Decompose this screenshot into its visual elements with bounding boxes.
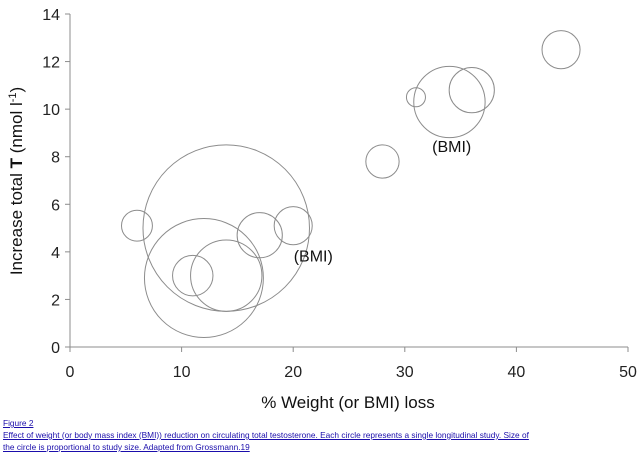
y-axis-title-prefix: Increase total	[7, 168, 26, 275]
y-tick-label: 12	[42, 55, 60, 72]
y-tick-label: 10	[42, 102, 60, 119]
bubble-chart: 0 2 4 6 8 10 12 14 0 10 20 30 40 50 (BMI) (BMI) % Weigh…	[7, 7, 637, 412]
bubble-point	[190, 239, 263, 312]
x-tick-label: 40	[508, 364, 526, 381]
x-tick-label: 50	[619, 364, 637, 381]
bubbles-layer	[120, 30, 581, 338]
x-tick-label: 20	[284, 364, 302, 381]
x-tick-label: 30	[396, 364, 414, 381]
y-axis-title: Increase total T (nmol l-1)	[7, 87, 26, 275]
y-tick-label: 8	[51, 150, 60, 167]
bmi-annotation: (BMI)	[294, 248, 333, 265]
y-tick-label: 0	[51, 340, 60, 357]
bubble-point	[448, 67, 495, 114]
y-tick-label: 14	[42, 7, 60, 24]
axes-layer	[65, 13, 629, 352]
bubble-point	[120, 209, 153, 242]
bubble-point	[541, 30, 581, 70]
chart-frame: 0 2 4 6 8 10 12 14 0 10 20 30 40 50 (BMI) (BMI) % Weigh…	[7, 7, 637, 412]
y-tick-label: 4	[51, 245, 60, 262]
x-tick-label: 10	[173, 364, 191, 381]
bmi-annotation: (BMI)	[432, 139, 471, 156]
y-tick-label: 2	[51, 292, 60, 309]
bubble-point	[142, 144, 310, 312]
y-tick-label: 6	[51, 197, 60, 214]
labels-layer: 0 2 4 6 8 10 12 14 0 10 20 30 40 50 (BMI) (BMI)	[42, 7, 637, 381]
y-axis-title-bold: T	[7, 157, 26, 168]
figure-label-link[interactable]: Figure 2	[3, 418, 34, 428]
bubble-point	[405, 87, 426, 108]
caption-line-2[interactable]: the circle is proportional to study size…	[3, 442, 250, 452]
bubble-point	[365, 144, 400, 179]
figure-caption: Figure 2 Effect of weight (or body mass …	[3, 417, 638, 453]
y-axis-title-suffix: (nmol l	[7, 102, 26, 158]
bubble-point	[413, 65, 486, 139]
bubble-point	[273, 206, 313, 246]
bubble-point	[143, 218, 264, 338]
y-axis-title-sup: -1	[7, 92, 19, 102]
bubble-point	[236, 212, 283, 259]
bubble-point	[172, 254, 214, 297]
y-axis-title-end: )	[7, 87, 26, 93]
x-axis-title: % Weight (or BMI) loss	[261, 393, 435, 412]
caption-line-1[interactable]: Effect of weight (or body mass index (BM…	[3, 430, 529, 440]
x-tick-label: 0	[66, 364, 75, 381]
